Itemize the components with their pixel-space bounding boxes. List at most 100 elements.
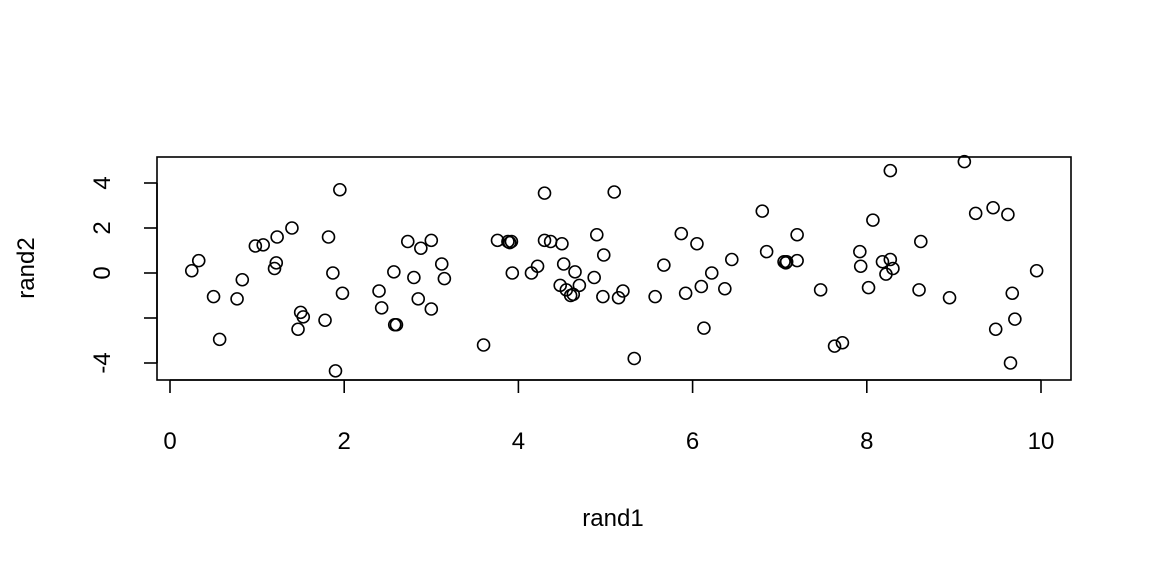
data-point: [318, 313, 332, 328]
y-axis: -4 0 2 4: [89, 176, 158, 374]
x-axis: 0 2 4 6 8 10: [163, 379, 1054, 455]
data-point: [648, 289, 662, 304]
data-point: [184, 263, 199, 278]
data-point: [1005, 286, 1020, 301]
data-point: [1003, 356, 1018, 370]
data-point: [697, 321, 711, 335]
data-point: [328, 364, 343, 378]
data-point: [270, 230, 284, 244]
data-point: [986, 200, 1000, 215]
x-tick-label: 0: [163, 428, 176, 455]
x-tick-label: 10: [1028, 428, 1055, 455]
data-point: [883, 163, 898, 178]
data-point: [333, 182, 347, 197]
data-point: [285, 221, 299, 235]
y-tick-label: 0: [89, 266, 116, 279]
data-point: [813, 283, 828, 297]
data-point: [968, 206, 983, 221]
data-point: [790, 253, 804, 268]
x-tick-label: 4: [512, 428, 525, 455]
data-point: [248, 239, 263, 253]
data-point: [191, 253, 206, 268]
data-point: [556, 257, 571, 271]
data-point: [267, 261, 282, 276]
data-point: [537, 233, 552, 248]
data-point: [678, 286, 693, 301]
data-point: [883, 252, 898, 267]
y-tick-label: 4: [89, 176, 116, 189]
x-tick-label: 6: [686, 428, 699, 455]
plot-box: [156, 156, 1072, 381]
data-point: [407, 270, 421, 285]
data-point: [326, 266, 340, 280]
data-point: [690, 236, 704, 251]
data-point: [674, 226, 689, 241]
y-axis-label: rand2: [13, 237, 40, 298]
data-point: [759, 244, 774, 259]
data-points: [184, 154, 1044, 378]
data-point: [587, 270, 601, 285]
data-point: [596, 248, 611, 262]
data-point: [861, 280, 876, 295]
data-point: [206, 289, 221, 304]
data-point: [704, 266, 719, 280]
data-point: [616, 284, 630, 298]
data-point: [424, 302, 439, 316]
data-point: [501, 234, 515, 249]
data-point: [256, 238, 270, 252]
data-point: [437, 271, 452, 286]
data-point: [779, 254, 794, 269]
data-point: [724, 252, 739, 267]
data-point: [555, 236, 569, 251]
data-point: [718, 281, 732, 296]
data-point: [434, 257, 449, 271]
data-point: [230, 292, 244, 306]
data-point: [957, 154, 972, 169]
data-point: [374, 301, 389, 315]
data-point: [505, 266, 520, 280]
data-point: [235, 272, 250, 287]
data-point: [424, 233, 439, 248]
y-tick-label: 2: [89, 221, 116, 234]
data-point: [372, 284, 386, 298]
data-point: [611, 290, 626, 305]
data-point: [755, 204, 770, 218]
data-point: [835, 335, 850, 350]
data-point: [568, 265, 582, 279]
data-point: [572, 278, 587, 293]
data-point: [400, 234, 415, 249]
data-point: [875, 254, 890, 269]
data-point: [504, 234, 519, 249]
data-point: [589, 227, 604, 242]
data-point: [296, 310, 311, 324]
data-point: [1008, 312, 1022, 326]
data-point: [827, 339, 842, 353]
data-point: [942, 290, 957, 305]
data-point: [411, 292, 426, 306]
data-point: [387, 265, 401, 279]
x-tick-label: 8: [860, 428, 873, 455]
x-ticks: 0 2 4 6 8 10: [163, 380, 1054, 455]
y-tick-label: -4: [89, 352, 116, 373]
data-point: [853, 259, 868, 274]
data-point: [321, 230, 336, 244]
data-point: [389, 317, 404, 332]
data-point: [790, 227, 804, 242]
data-point: [212, 332, 227, 347]
data-point: [502, 235, 517, 250]
data-point: [269, 256, 284, 270]
data-point: [596, 289, 610, 304]
data-point: [853, 244, 867, 259]
data-point: [291, 322, 305, 337]
data-point: [866, 213, 880, 227]
data-point: [537, 186, 552, 200]
y-ticks: -4 0 2 4: [89, 176, 157, 374]
x-axis-label: rand1: [582, 505, 643, 532]
data-point: [914, 234, 928, 249]
data-point: [414, 241, 428, 256]
data-point: [335, 286, 350, 301]
data-point: [1001, 207, 1015, 222]
x-tick-label: 2: [338, 428, 351, 455]
data-point: [476, 338, 491, 352]
